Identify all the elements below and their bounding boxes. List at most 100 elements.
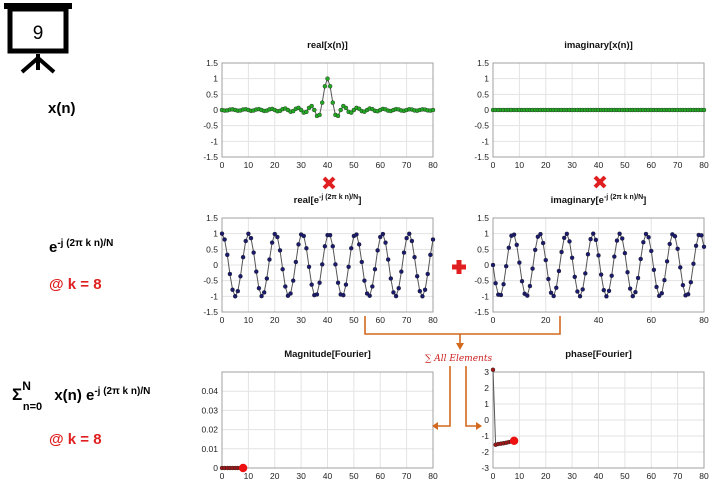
data-point (422, 287, 428, 292)
data-point (633, 289, 638, 295)
data-point (393, 293, 399, 299)
y-tick-label: 1 (213, 74, 218, 84)
y-tick-label: 2 (484, 383, 489, 393)
y-tick-label: 0.5 (477, 244, 489, 254)
data-point (546, 276, 551, 282)
data-point (320, 100, 325, 105)
data-point (493, 281, 498, 286)
data-point (320, 262, 325, 267)
data-point (596, 253, 601, 258)
data-point (527, 283, 533, 289)
data-point (606, 288, 612, 294)
data-point (330, 100, 335, 105)
data-point (362, 278, 367, 283)
y-tick-label: 0.03 (201, 405, 218, 415)
data-point (641, 240, 646, 245)
data-point (564, 231, 570, 237)
data-point (506, 245, 512, 250)
x-tick-label: 40 (323, 471, 333, 481)
x-tick-label: 10 (515, 471, 525, 481)
data-point (503, 264, 509, 269)
data-point (375, 248, 380, 253)
data-point (588, 236, 593, 242)
data-point (656, 293, 662, 299)
data-point (699, 233, 704, 238)
x-tick-label: 80 (699, 160, 709, 170)
data-point (280, 267, 285, 272)
data-point (409, 238, 415, 244)
chart-title: imaginary[e-j (2π k n)/N] (551, 194, 647, 206)
x-tick-label: 80 (699, 471, 709, 481)
data-point (396, 286, 401, 291)
data-point (322, 84, 328, 89)
data-point (414, 274, 420, 279)
data-point (630, 293, 635, 299)
x-tick-label: 60 (376, 315, 386, 325)
x-tick-label: 40 (594, 315, 604, 325)
chart-title: real[x(n)] (307, 40, 348, 51)
x-tick-label: 40 (323, 160, 333, 170)
x-tick-label: 0 (491, 471, 496, 481)
data-point (388, 276, 393, 281)
data-point (598, 272, 604, 277)
y-tick-label: 1.5 (206, 58, 218, 68)
chart-magnitude: 0 10 20 30 40 50 60 70 80 0.04 0.03 0.02 0.01 0 Magnit… (201, 349, 438, 481)
data-point (675, 246, 680, 252)
data-point (672, 234, 678, 239)
data-point (291, 278, 296, 283)
data-point (335, 280, 341, 285)
sum-term: x(n) e (54, 387, 95, 404)
data-point (304, 109, 309, 115)
data-point (404, 235, 409, 241)
x-tick-label: 80 (428, 160, 438, 170)
data-point (240, 254, 246, 260)
exponential-label: e-j (2π k n)/N (49, 238, 113, 256)
x-tick-label: 30 (296, 160, 306, 170)
y-tick-label: -1.5 (474, 152, 489, 162)
data-point (654, 284, 659, 290)
y-tick-label: 1.5 (206, 213, 218, 223)
data-point (604, 294, 609, 299)
data-point (407, 231, 412, 236)
data-point (327, 232, 333, 238)
data-point (490, 367, 496, 372)
data-point (627, 286, 633, 291)
x-tick-label: 70 (402, 160, 412, 170)
data-point (346, 264, 351, 270)
data-point (430, 237, 436, 242)
data-point (617, 231, 622, 236)
y-tick-label: 0 (213, 260, 218, 270)
data-point (701, 107, 707, 113)
data-point (246, 231, 251, 236)
y-tick-label: 1 (484, 399, 489, 409)
x-tick-label: 20 (541, 160, 551, 170)
x-tick-label: 50 (349, 315, 359, 325)
data-point (646, 235, 651, 240)
plot-frame (492, 371, 705, 469)
data-point (296, 242, 301, 247)
multiply-icon-left (322, 176, 336, 190)
data-point (609, 273, 614, 278)
x-tick-label: 60 (376, 160, 386, 170)
data-point (575, 289, 580, 294)
data-point (256, 286, 262, 291)
data-point (322, 244, 328, 249)
data-point (530, 266, 535, 271)
data-point (622, 250, 628, 256)
data-point (293, 259, 299, 265)
x-tick-label: 0 (220, 160, 225, 170)
data-point (649, 248, 654, 254)
x-tick-label: 0 (220, 471, 225, 481)
data-point (235, 288, 241, 294)
data-point (349, 110, 354, 115)
data-point (533, 247, 538, 253)
data-point (301, 233, 306, 239)
data-point (354, 232, 359, 237)
data-point (378, 234, 383, 240)
y-tick-label: 1.5 (477, 213, 489, 223)
x-tick-label: 20 (270, 471, 280, 481)
data-point (498, 292, 504, 298)
x-tick-label: 60 (376, 471, 386, 481)
current-k-point (509, 436, 519, 445)
data-point (325, 76, 330, 81)
